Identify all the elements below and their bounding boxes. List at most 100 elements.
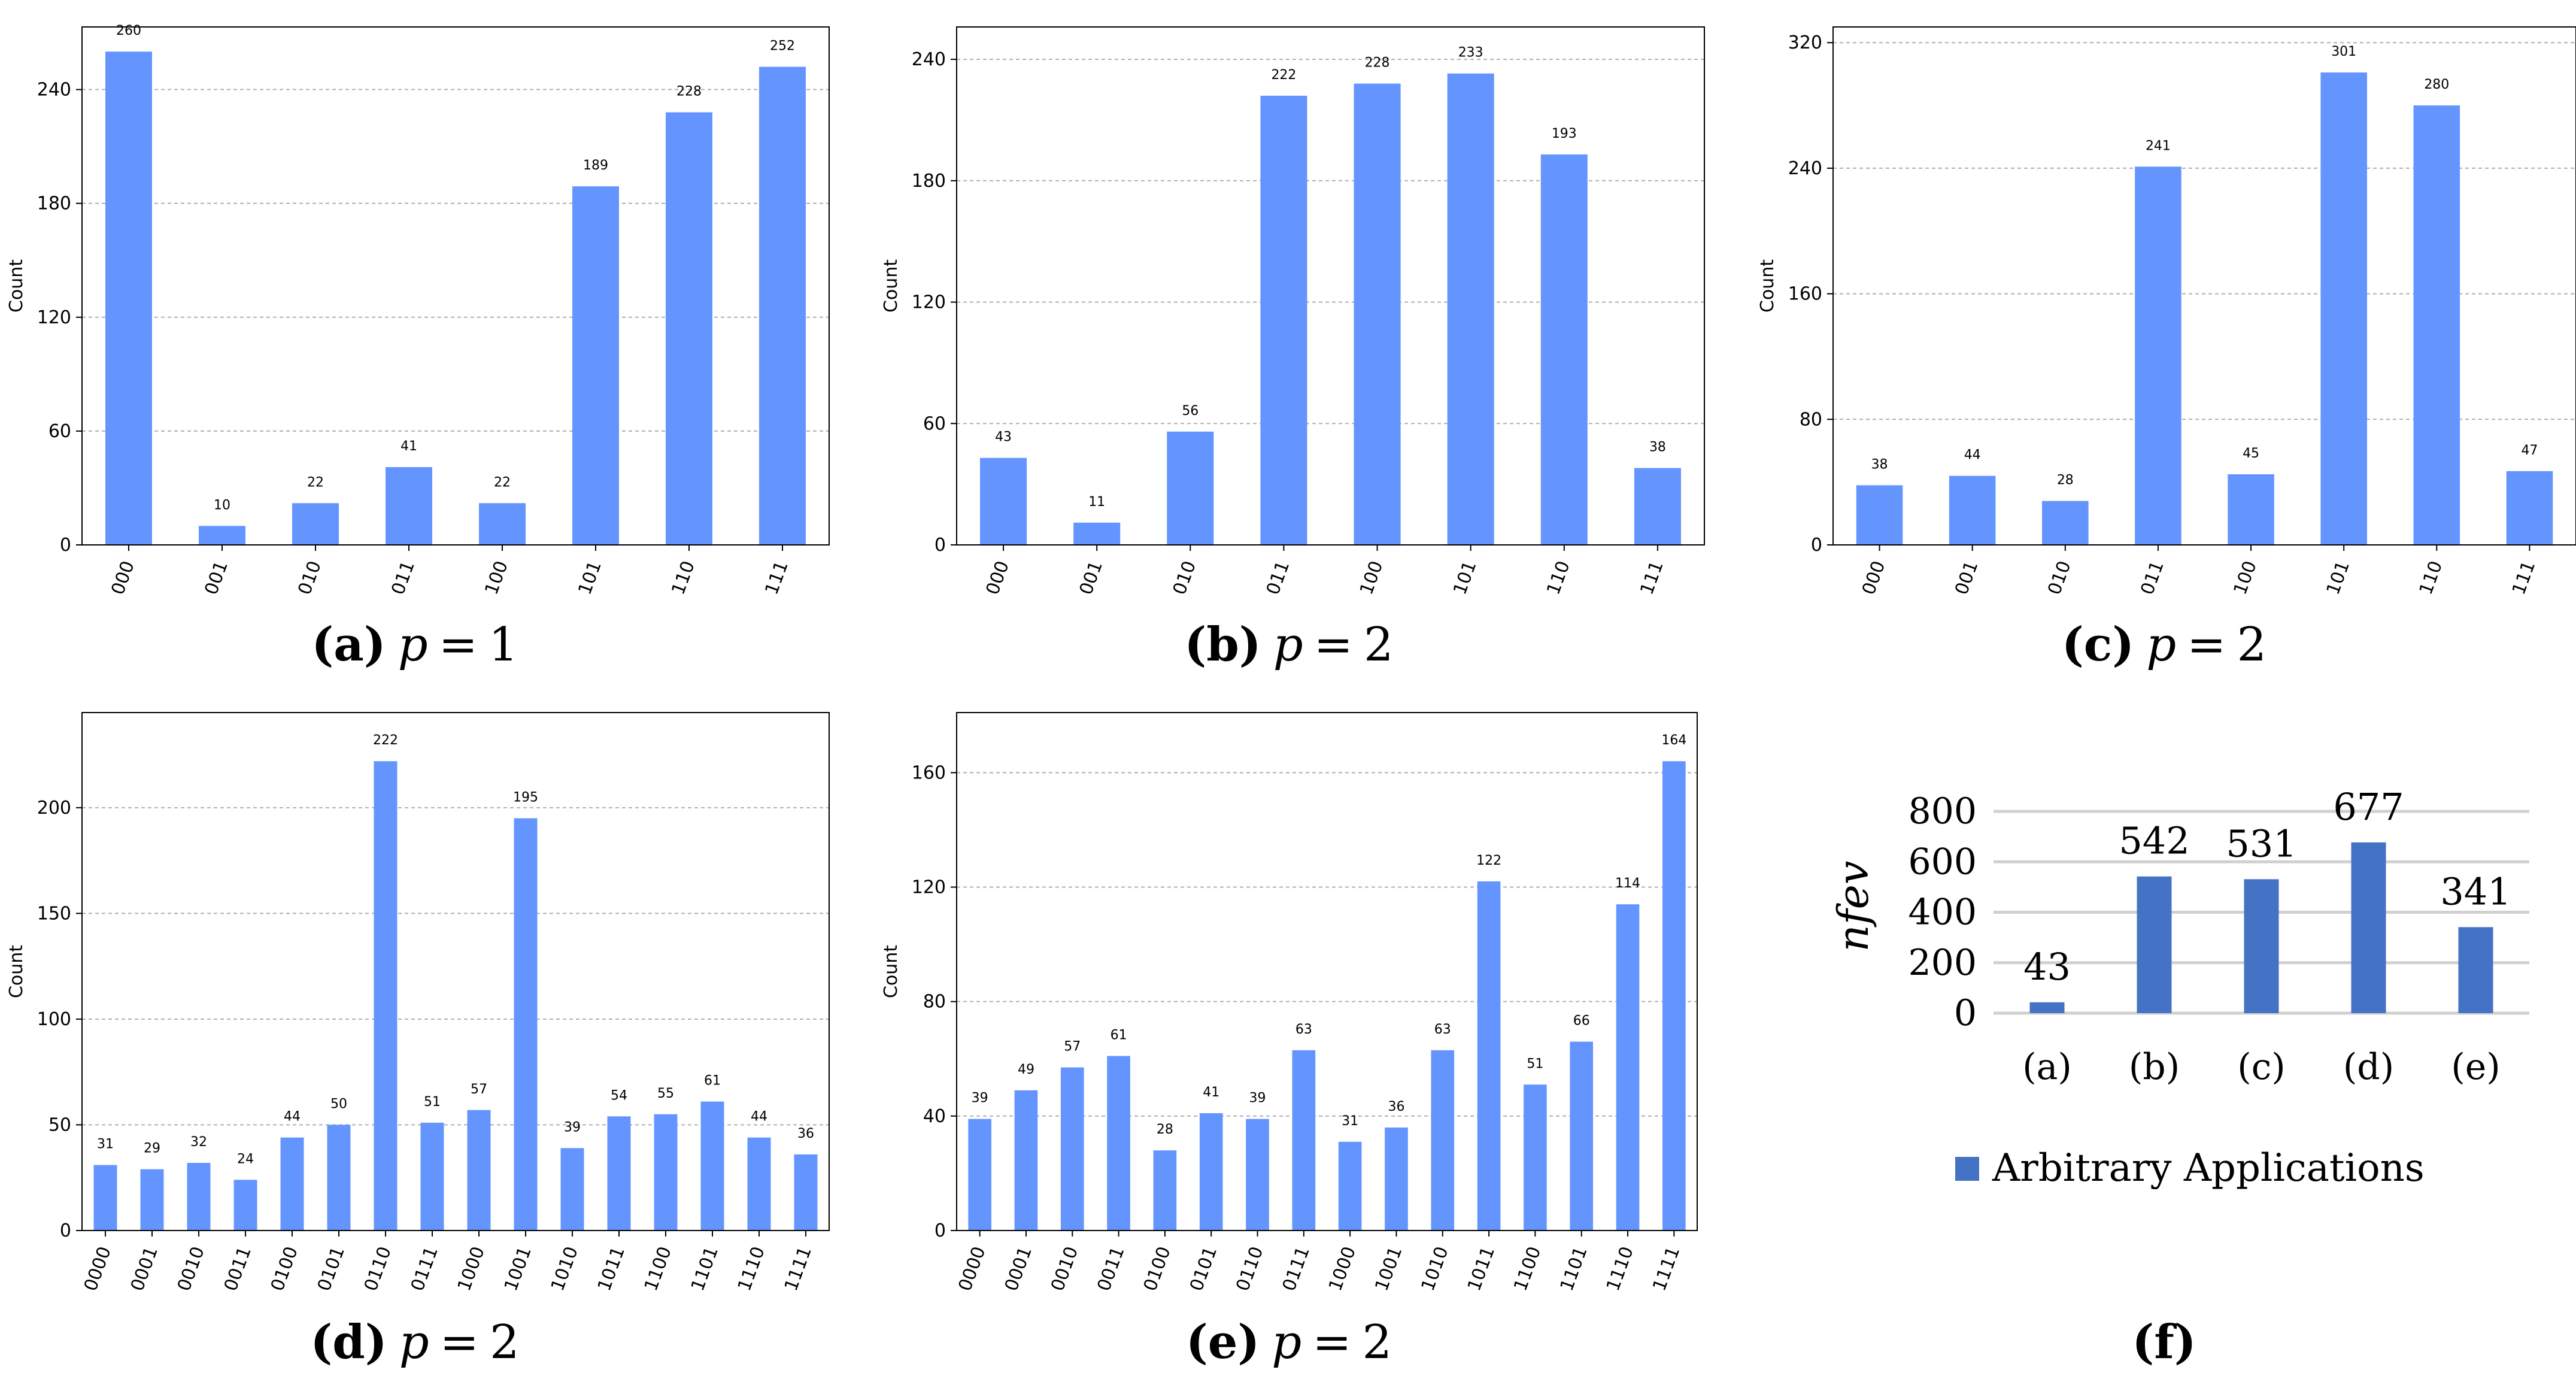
y-tick-label: 120 — [37, 307, 71, 328]
y-tick-label: 0 — [60, 1220, 71, 1241]
bar-value-label: 193 — [1552, 126, 1577, 141]
y-tick-label: 40 — [923, 1106, 946, 1127]
x-tick-label: 111 — [1636, 558, 1667, 598]
x-tick-label: (b) — [2129, 1046, 2180, 1088]
bar-value-label: 31 — [1342, 1114, 1358, 1129]
x-tick-label: 1101 — [687, 1244, 723, 1294]
x-tick-label: 0011 — [1094, 1244, 1129, 1294]
chart-e: 0 40 80 120 160 39 0000 49 0001 57 0010 61 0011 28 010… — [881, 712, 1698, 1369]
panel-caption: (e) p = 2 — [1186, 1315, 1392, 1369]
bar-0001 — [1014, 1090, 1038, 1231]
x-tick-label: 000 — [107, 558, 138, 598]
y-tick-label: 200 — [37, 798, 71, 819]
x-tick-label: 1000 — [454, 1244, 489, 1294]
bar-010 — [292, 503, 339, 545]
x-tick-label: 1001 — [1371, 1244, 1406, 1294]
bar-value-label: 56 — [1182, 404, 1199, 419]
bar-value-label: 50 — [330, 1096, 347, 1111]
bar-0000 — [93, 1165, 117, 1231]
y-tick-label: 800 — [1908, 790, 1977, 832]
bar-0011 — [1107, 1056, 1130, 1231]
panel-caption: (b) p = 2 — [1184, 617, 1393, 672]
plot-frame — [81, 712, 830, 1231]
bar-value-label: 43 — [2023, 945, 2071, 989]
y-tick-label: 60 — [48, 421, 71, 442]
x-tick-label: 1100 — [1510, 1244, 1545, 1294]
bar-1001 — [514, 818, 538, 1231]
bar-0011 — [233, 1180, 257, 1231]
x-tick-label: 011 — [387, 558, 418, 598]
bar-101 — [2320, 72, 2367, 545]
bar-1110 — [1616, 904, 1640, 1231]
y-tick-label: 120 — [912, 292, 946, 313]
y-tick-label: 0 — [1954, 992, 1977, 1034]
x-tick-label: 1010 — [1418, 1244, 1453, 1294]
y-tick-label: 160 — [1788, 284, 1822, 305]
y-axis-label: Count — [6, 945, 27, 998]
bar-011 — [386, 467, 432, 545]
bar-0010 — [1060, 1067, 1084, 1231]
x-tick-label: 010 — [2044, 558, 2075, 598]
bar-100 — [1354, 83, 1401, 545]
bar-1101 — [1570, 1041, 1594, 1231]
bar-1010 — [560, 1148, 584, 1231]
bar-value-label: 44 — [284, 1110, 301, 1125]
bar-1000 — [1338, 1141, 1362, 1231]
bar-value-label: 41 — [1203, 1085, 1219, 1100]
y-tick-label: 60 — [923, 413, 946, 434]
bar-value-label: 260 — [116, 23, 141, 38]
x-tick-label: 011 — [1263, 558, 1294, 598]
x-tick-label: 101 — [2323, 558, 2354, 598]
bar-110 — [666, 112, 712, 545]
bar-(c) — [2244, 879, 2279, 1013]
bar-value-label: 222 — [1271, 68, 1296, 83]
y-tick-label: 0 — [934, 1220, 946, 1241]
bar-010 — [2042, 501, 2089, 545]
bar-value-label: 114 — [1615, 876, 1640, 891]
bar-value-label: 22 — [494, 475, 511, 490]
bar-value-label: 63 — [1295, 1022, 1312, 1037]
bar-101 — [1447, 73, 1494, 545]
y-tick-label: 0 — [1811, 535, 1822, 556]
bar-value-label: 28 — [2057, 473, 2074, 488]
bar-101 — [572, 186, 619, 545]
x-tick-label: 100 — [1356, 558, 1387, 598]
bar-(d) — [2351, 842, 2386, 1013]
y-tick-label: 400 — [1908, 892, 1977, 934]
x-tick-label: 0101 — [314, 1244, 349, 1294]
x-tick-label: 1011 — [594, 1244, 629, 1294]
y-tick-label: 0 — [934, 535, 946, 556]
bar-value-label: 39 — [564, 1120, 581, 1135]
x-tick-label: 1110 — [734, 1244, 769, 1294]
bar-value-label: 66 — [1573, 1014, 1590, 1029]
bar-111 — [2506, 471, 2553, 545]
bar-1100 — [654, 1114, 678, 1231]
bar-001 — [1073, 522, 1121, 545]
x-tick-label: 100 — [481, 558, 512, 598]
bar-0111 — [420, 1122, 444, 1231]
chart-b: 0 60 120 180 240 43 000 11 001 56 010 222 011 228 100 2… — [881, 26, 1705, 672]
bar-1011 — [1477, 881, 1501, 1231]
bar-(b) — [2137, 876, 2172, 1013]
chart-c: 0 80 160 240 320 38 000 44 001 28 010 241 011 45 100 30… — [1757, 26, 2576, 672]
x-tick-label: 0000 — [80, 1244, 116, 1294]
bar-110 — [2413, 105, 2460, 545]
bar-value-label: 11 — [1088, 495, 1105, 510]
x-tick-label: 0001 — [1001, 1244, 1036, 1294]
bar-value-label: 233 — [1458, 46, 1483, 60]
x-tick-label: 1111 — [781, 1244, 816, 1294]
bar-000 — [105, 51, 152, 545]
bar-value-label: 24 — [237, 1151, 254, 1166]
bar-0101 — [327, 1125, 351, 1231]
x-tick-label: 1111 — [1649, 1244, 1684, 1294]
x-tick-label: 1110 — [1603, 1244, 1638, 1294]
bar-value-label: 51 — [424, 1095, 441, 1110]
y-tick-label: 80 — [1800, 409, 1822, 430]
bar-110 — [1540, 154, 1588, 545]
bar-1001 — [1385, 1127, 1408, 1231]
bar-value-label: 39 — [1249, 1091, 1266, 1106]
x-tick-label: 1101 — [1556, 1244, 1592, 1294]
bar-111 — [759, 66, 806, 545]
x-tick-label: 1011 — [1464, 1244, 1499, 1294]
